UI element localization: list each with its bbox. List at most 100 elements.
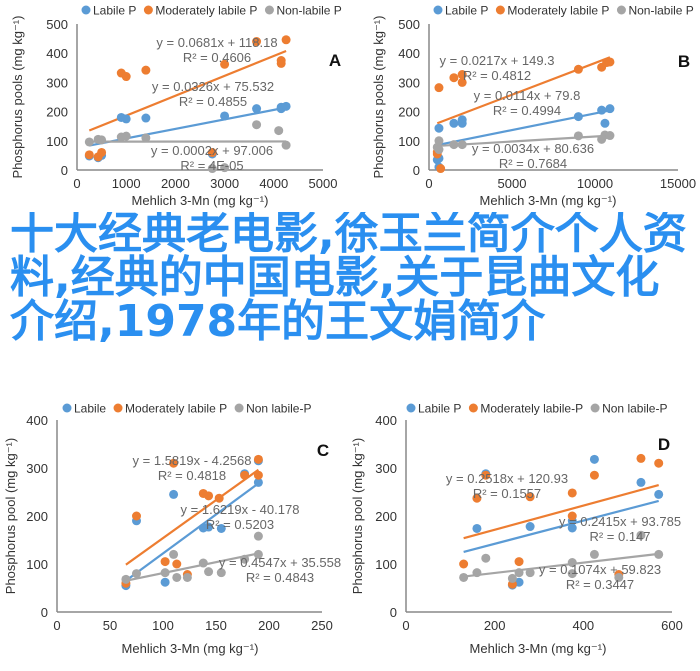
panel-a-x-tick-label: 5000 <box>309 176 338 191</box>
panel-b-legend-label-non: Non-labile P <box>628 4 693 18</box>
panel-a-point-non <box>281 140 291 150</box>
panel-b-point-labile <box>457 118 467 128</box>
panel-d-point-labile <box>567 523 577 533</box>
panel-d-point-labile <box>472 523 482 533</box>
panel-d-equation-non: y = 0.1074x + 59.823 <box>539 562 661 577</box>
panel-c-x-axis-title: Mehlich 3-Mn (mg kg⁻¹) <box>122 641 259 656</box>
panel-a-r2-labile: R² = 0.4855 <box>179 94 247 109</box>
panel-b-x-axis-title: Mehlich 3-Mn (mg kg⁻¹) <box>480 193 617 208</box>
panel-d-point-moderate <box>525 492 535 502</box>
panel-b-point-non <box>457 140 467 150</box>
panel-a-x-axis-title: Mehlich 3-Mn (mg kg⁻¹) <box>132 193 269 208</box>
panel-d-legend-marker-labile <box>406 403 416 413</box>
panel-d-y-tick-label: 200 <box>375 509 397 524</box>
panel-b-equation-non: y = 0.0034x + 80.636 <box>472 141 594 156</box>
panel-c-point-moderate <box>253 470 263 480</box>
panel-a-y-tick-label: 100 <box>46 134 68 149</box>
panel-a-y-tick-label: 500 <box>46 17 68 32</box>
panel-d-trendline-labile <box>463 499 659 553</box>
panel-d-legend-marker-moderate <box>468 403 478 413</box>
panel-d-legend-label-non: Non labile-P <box>602 402 667 416</box>
panel-a-y-axis-title: Phosphorus pools (mg kg⁻¹) <box>10 16 25 179</box>
panel-b-y-tick-label: 500 <box>398 17 420 32</box>
panel-c-y-axis-title: Phosphorus pool (mg kg⁻¹) <box>3 438 18 594</box>
panel-b-point-non <box>434 145 444 155</box>
panel-c-point-non <box>198 558 208 568</box>
panel-b-letter: B <box>678 52 690 71</box>
panel-b-r2-labile: R² = 0.4994 <box>493 103 561 118</box>
panel-d-legend-label-moderate: Moderately labile-P <box>480 402 583 416</box>
panel-c-equation-moderate: y = 1.5819x - 4.2568 <box>133 453 252 468</box>
panel-c-point-non <box>121 574 131 584</box>
panel-c-legend-label-non: Non labile-P <box>246 402 311 416</box>
panel-c-y-tick-label: 400 <box>26 413 48 428</box>
overlay-caption: 十大经典老电影,徐玉兰简介个人资料,经典的中国电影,关于昆曲文化介绍,1978年… <box>10 212 687 347</box>
panel-d-r2-moderate: R² = 0.1557 <box>473 486 541 501</box>
panel-c-x-tick-label: 0 <box>53 618 60 633</box>
panel-d-point-non <box>507 573 517 583</box>
panel-c-legend-label-moderate: Moderately labile P <box>125 402 227 416</box>
panel-d-point-non <box>459 572 469 582</box>
panel-d-y-tick-label: 300 <box>375 461 397 476</box>
panel-c-point-non <box>216 568 226 578</box>
panel-d-r2-labile: R² = 0.147 <box>589 529 650 544</box>
panel-a-equation-labile: y = 0.0326x + 75.532 <box>152 79 274 94</box>
panel-a-point-moderate <box>252 37 262 47</box>
panel-b-point-moderate <box>436 164 446 174</box>
panel-a-legend-label-labile: Labile P <box>93 4 136 18</box>
panel-a-point-labile <box>252 104 262 114</box>
panel-a-y-tick-label: 200 <box>46 105 68 120</box>
panel-d-point-non <box>614 572 624 582</box>
panel-d-trendline-moderate <box>463 483 659 540</box>
panel-b-point-non <box>449 140 459 150</box>
panel-a-y-tick-label: 0 <box>61 163 68 178</box>
panel-c-y-tick-label: 200 <box>26 509 48 524</box>
panel-b-legend-marker-moderate <box>495 5 505 15</box>
panel-d-point-moderate <box>567 488 577 498</box>
panel-a-r2-non: R² = 4E-05 <box>180 158 243 173</box>
panel-b-point-non <box>605 131 615 141</box>
panel-a-point-non <box>97 135 107 145</box>
panel-b-point-non <box>434 136 444 146</box>
panel-a-point-moderate <box>207 147 217 157</box>
panel-b-x-tick-label: 15000 <box>660 176 696 191</box>
panel-c-point-non <box>160 568 170 578</box>
panel-d-legend-marker-non <box>590 403 600 413</box>
panel-d-x-tick-label: 200 <box>484 618 506 633</box>
panel-d-point-moderate <box>514 557 524 567</box>
panel-c-point-labile <box>204 522 214 532</box>
panel-b-point-moderate <box>434 83 444 93</box>
panel-d-trendline-non <box>463 552 659 578</box>
panel-c-point-moderate <box>253 454 263 464</box>
panel-b-point-labile <box>597 105 607 115</box>
panel-a-point-moderate <box>97 147 107 157</box>
panel-c-x-tick-label: 150 <box>205 618 227 633</box>
panel-c-letter: C <box>317 441 329 460</box>
panel-a-x-tick-label: 0 <box>73 176 80 191</box>
panel-b-r2-moderate: R² = 0.4812 <box>463 68 531 83</box>
panel-c-r2-moderate: R² = 0.4818 <box>158 468 226 483</box>
panel-c-point-non <box>253 549 263 559</box>
panel-d-equation-labile: y = 0.2415x + 93.785 <box>559 514 681 529</box>
panel-d-r2-non: R² = 0.3447 <box>566 577 634 592</box>
panel-c-point-moderate <box>132 511 141 521</box>
panel-c-x-tick-label: 100 <box>152 618 174 633</box>
panel-c-legend-marker-non <box>234 403 244 413</box>
panel-a-x-tick-label: 4000 <box>259 176 288 191</box>
panel-d-point-labile <box>589 454 599 464</box>
panel-c-x-tick-label: 200 <box>258 618 280 633</box>
panel-a-equation-moderate: y = 0.0681x + 118.18 <box>156 35 277 50</box>
panel-d-y-tick-label: 0 <box>390 605 397 620</box>
panel-a-point-moderate <box>276 56 286 65</box>
panel-b-y-tick-label: 300 <box>398 75 420 90</box>
panel-c-trendline-labile <box>125 482 260 582</box>
panel-a-equation-non: y = 0.0002x + 97.006 <box>151 143 273 158</box>
panel-a-r2-moderate: R² = 0.4606 <box>183 50 251 65</box>
panel-c-point-non <box>253 531 263 541</box>
panel-a-point-moderate <box>84 150 94 160</box>
panel-a-point-non <box>121 131 131 141</box>
panel-d-point-moderate <box>636 453 646 463</box>
panel-d-x-axis-title: Mehlich 3-Mn (mg kg⁻¹) <box>470 641 607 656</box>
panel-d-point-non <box>589 549 599 559</box>
